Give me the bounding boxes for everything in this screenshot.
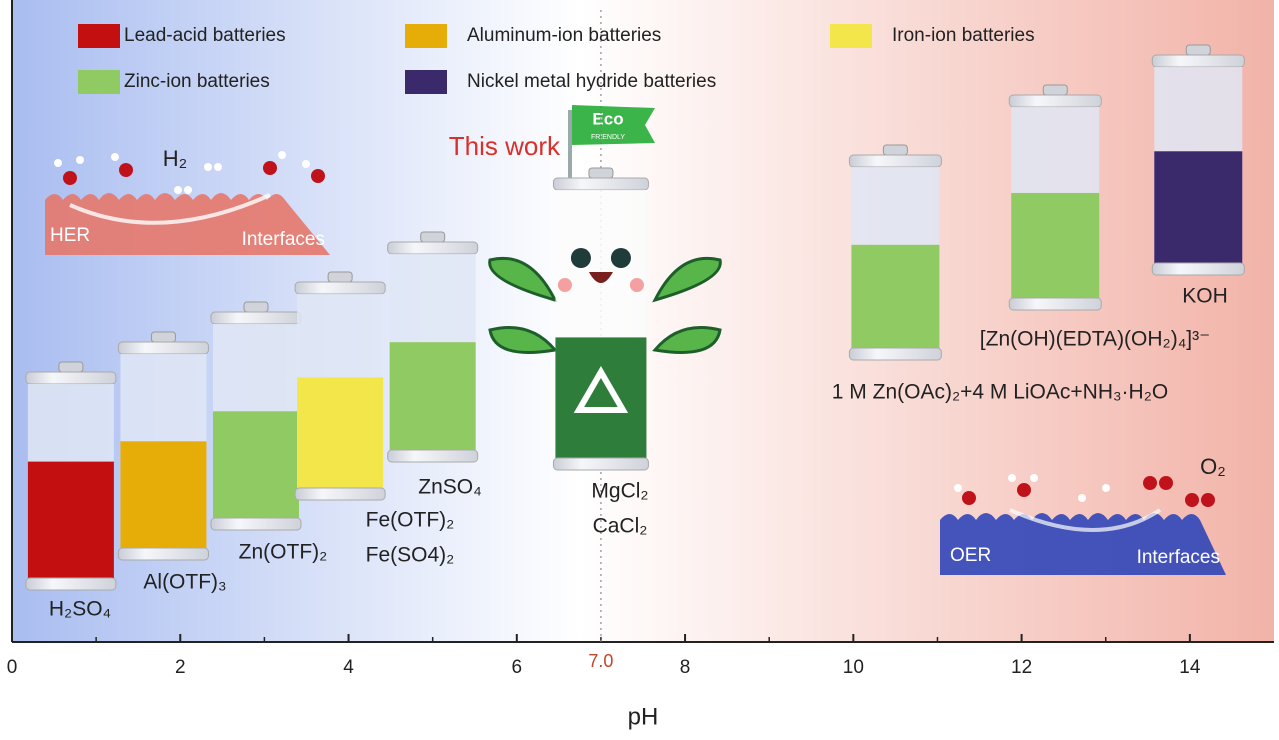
her-label: HER — [50, 225, 90, 246]
battery-cap — [243, 301, 269, 313]
battery-rim — [294, 281, 386, 295]
legend-swatch — [78, 24, 120, 48]
battery-cap — [1042, 84, 1068, 96]
legend-label: Nickel metal hydride batteries — [467, 71, 716, 92]
oer-interface — [940, 474, 1226, 575]
battery-base — [25, 577, 117, 591]
this-work-label: This work — [449, 131, 561, 161]
x-tick-label: 8 — [680, 657, 691, 678]
battery-base — [1008, 297, 1102, 311]
battery — [1151, 44, 1245, 276]
battery-label: Zn(OTF)₂ — [239, 541, 328, 564]
oer-label: OER — [950, 545, 991, 566]
leaves — [488, 256, 722, 354]
x-tick-label: 6 — [512, 657, 523, 678]
battery-base — [294, 487, 386, 501]
face-mouth — [588, 272, 613, 283]
legend-swatch — [830, 24, 872, 48]
battery-cap — [1185, 44, 1211, 56]
x-tick-label: 14 — [1179, 657, 1201, 678]
her-interface — [45, 151, 330, 255]
battery-cap — [327, 271, 353, 283]
x-tick-label: 0 — [7, 657, 18, 678]
legend-swatch — [405, 70, 447, 94]
battery-base — [848, 347, 942, 361]
face-cheek — [557, 278, 572, 292]
battery — [848, 144, 942, 361]
battery-fill — [1154, 151, 1243, 263]
legend-swatch — [405, 24, 447, 48]
battery-fill — [555, 337, 647, 458]
battery-rim — [552, 177, 649, 191]
battery-label: KOH — [1182, 285, 1228, 308]
legend-label: Iron-ion batteries — [892, 25, 1035, 46]
battery-label: ZnSO₄ — [418, 476, 481, 499]
battery-fill — [120, 441, 207, 548]
battery-fill — [851, 244, 940, 348]
legend-label: Aluminum-ion batteries — [467, 25, 661, 46]
legend-label: Lead-acid batteries — [124, 25, 286, 46]
her-interface-label: Interfaces — [242, 229, 325, 250]
face-eye — [610, 248, 631, 268]
battery-fill — [212, 411, 299, 518]
battery-cap — [882, 144, 908, 156]
battery-label: Fe(SO4)₂ — [366, 544, 455, 567]
x-tick-label: 10 — [843, 657, 864, 678]
battery-label: CaCl₂ — [593, 515, 648, 538]
battery — [387, 231, 479, 463]
axis-title: pH — [628, 703, 659, 730]
battery-rim — [848, 154, 942, 168]
battery — [117, 331, 209, 561]
x-tick-label: 12 — [1011, 657, 1032, 678]
flag-text: Eco — [592, 109, 623, 128]
battery — [552, 167, 649, 471]
oer-interface-label: Interfaces — [1137, 547, 1220, 568]
battery-fill — [27, 461, 114, 578]
battery — [25, 361, 117, 591]
flag-subtext: FRIENDLY — [591, 134, 625, 141]
battery-rim — [1151, 54, 1245, 68]
battery-label: 1 M Zn(OAc)₂+4 M LiOAc+NH₃·H₂O — [832, 381, 1168, 404]
battery — [294, 271, 386, 501]
battery-fill — [389, 342, 476, 450]
x-tick-label: 4 — [343, 657, 354, 678]
battery-base — [210, 517, 302, 531]
battery-rim — [210, 311, 302, 325]
battery-rim — [117, 341, 209, 355]
battery-rim — [1008, 94, 1102, 108]
battery-rim — [25, 371, 117, 385]
x-tick-label: 2 — [175, 657, 186, 678]
battery-fill — [297, 377, 384, 488]
battery-label: H₂SO₄ — [49, 598, 111, 621]
battery-label: [Zn(OH)(EDTA)(OH₂)₄]³⁻ — [980, 328, 1210, 351]
battery-cap — [420, 231, 446, 243]
flag — [572, 105, 655, 145]
battery-label: Fe(OTF)₂ — [366, 509, 455, 532]
battery-base — [552, 457, 649, 471]
battery-cap — [58, 361, 84, 373]
battery-label: MgCl₂ — [591, 480, 648, 503]
face-eye — [570, 248, 591, 268]
battery — [1008, 84, 1102, 311]
battery-rim — [387, 241, 479, 255]
legend-swatch — [78, 70, 120, 94]
legend-label: Zinc-ion batteries — [124, 71, 270, 92]
her-gas: H₂ — [163, 146, 187, 171]
battery-base — [117, 547, 209, 561]
face-cheek — [629, 278, 644, 292]
oer-gas: O₂ — [1200, 454, 1226, 479]
recycle-icon — [573, 366, 629, 413]
battery-cap — [588, 167, 614, 179]
battery-base — [1151, 262, 1245, 276]
neutral-label: 7.0 — [588, 651, 613, 671]
battery — [210, 301, 302, 531]
battery-label: Al(OTF)₃ — [143, 571, 226, 594]
battery-cap — [150, 331, 176, 343]
battery-fill — [1011, 192, 1100, 298]
battery-base — [387, 449, 479, 463]
